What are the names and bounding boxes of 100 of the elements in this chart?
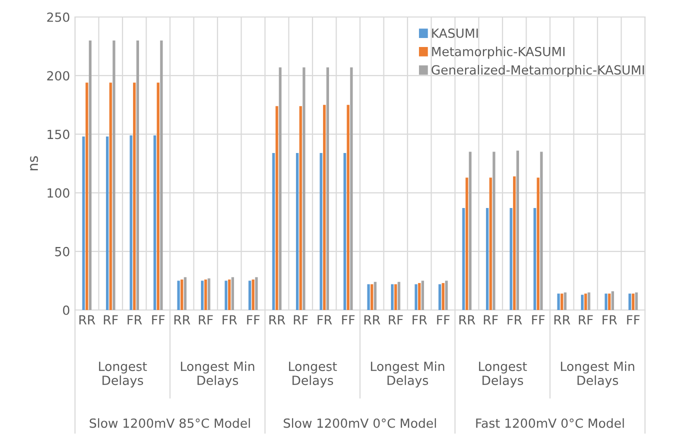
x-tick-label: RR <box>79 315 96 324</box>
bar <box>326 67 330 310</box>
bar <box>421 280 424 310</box>
bar <box>177 280 180 310</box>
bar <box>492 152 496 310</box>
bar <box>224 280 228 310</box>
x-tick-label: RR <box>459 315 476 324</box>
bar <box>394 284 397 310</box>
y-tick-label: 100 <box>48 188 70 198</box>
bar <box>252 280 254 310</box>
x-tick-label: RF <box>104 315 118 324</box>
text: Fast 1200mV 0°C Model <box>476 418 624 428</box>
bar <box>228 280 231 310</box>
bar <box>536 178 540 310</box>
y-tick-label: 250 <box>47 12 70 22</box>
bar <box>370 284 374 310</box>
x-tick-label: RF <box>294 315 308 324</box>
bar <box>296 152 299 310</box>
x-tick-label: FR <box>602 315 617 324</box>
x-tick-label: FF <box>342 315 355 324</box>
x-tick-label: FR <box>318 315 332 324</box>
bar <box>302 67 306 310</box>
bar <box>418 283 421 310</box>
x-tick-label: RR <box>364 315 380 324</box>
bar <box>635 292 638 310</box>
y-tick-label: 200 <box>47 71 70 81</box>
x-tick-label: FF <box>532 315 545 324</box>
x-tick-label: FR <box>128 315 142 324</box>
bar <box>248 280 252 310</box>
bar <box>343 152 346 310</box>
x-tick-label: RF <box>484 315 498 324</box>
bar <box>608 294 611 310</box>
bar <box>533 208 536 310</box>
bar <box>468 152 472 310</box>
y-axis-title: ns <box>30 156 38 170</box>
bar <box>200 280 204 310</box>
bar <box>272 152 275 310</box>
bar <box>208 278 210 310</box>
bar <box>88 40 92 310</box>
text: Slow 1200mV 0°C Model <box>284 418 436 428</box>
x-tick-label: RF <box>388 315 403 324</box>
legend-label: Metamorphic-KASUMI <box>432 46 564 59</box>
bar <box>564 292 567 310</box>
x-tick-label: FF <box>627 315 640 324</box>
x-tick-label: FF <box>152 315 165 324</box>
bar <box>276 106 278 310</box>
bar <box>486 208 489 310</box>
bar <box>628 294 632 310</box>
bar <box>109 82 112 310</box>
x-tick-label: RF <box>198 315 213 324</box>
x-tick-label: RR <box>174 315 190 324</box>
bar <box>584 294 587 310</box>
bar <box>156 82 160 310</box>
bar <box>160 40 163 310</box>
bar <box>184 277 187 310</box>
bar <box>560 294 564 310</box>
bar <box>516 150 520 310</box>
bar <box>445 280 448 310</box>
bar <box>130 135 132 310</box>
bar <box>557 294 560 310</box>
bar <box>180 280 184 310</box>
bar <box>390 284 394 310</box>
bar <box>255 277 258 310</box>
bar <box>466 178 468 310</box>
legend-label: KASUMI <box>432 28 478 38</box>
bar <box>112 40 116 310</box>
bar <box>438 284 442 310</box>
text: Longest Delays <box>289 362 337 388</box>
bar <box>462 208 465 310</box>
bar <box>540 152 543 310</box>
bar <box>350 67 353 310</box>
y-tick-label: 50 <box>55 246 70 256</box>
bar <box>299 106 302 310</box>
bar <box>153 135 156 310</box>
bar <box>398 282 400 310</box>
x-tick-label: FR <box>412 315 427 324</box>
bar <box>513 176 516 310</box>
bar <box>510 208 512 310</box>
x-tick-label: FR <box>222 315 237 324</box>
bar <box>86 82 88 310</box>
bar <box>604 294 608 310</box>
x-tick-label: RR <box>554 315 570 324</box>
bar <box>323 104 326 310</box>
bar <box>632 294 634 310</box>
bar <box>204 280 207 310</box>
bar <box>367 284 370 310</box>
text: Longest Min Delays <box>180 361 254 388</box>
bar <box>136 40 140 310</box>
bar <box>489 178 492 310</box>
bar <box>133 82 136 310</box>
bar <box>320 152 322 310</box>
text: Longest Delays <box>479 362 527 388</box>
bar <box>231 277 234 310</box>
bar <box>278 67 282 310</box>
bar <box>346 104 350 310</box>
text: Longest Delays <box>99 362 147 388</box>
y-tick-label: 150 <box>48 130 70 140</box>
bar <box>611 291 614 310</box>
bar <box>374 282 377 310</box>
bar <box>414 284 418 310</box>
